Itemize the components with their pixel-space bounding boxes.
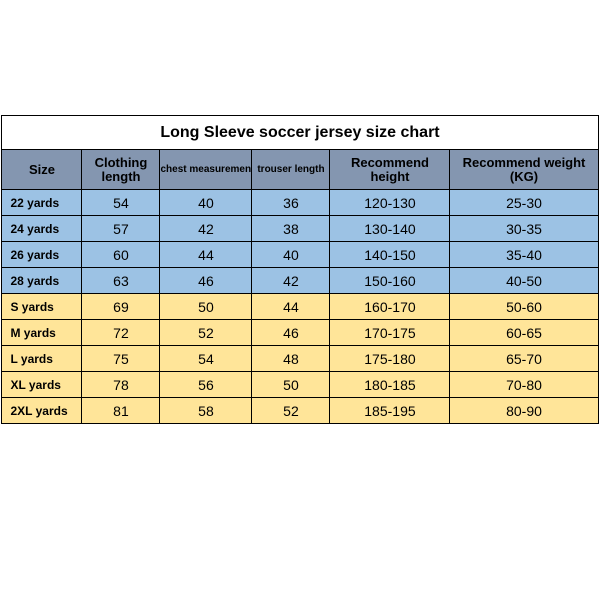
cell-rweight: 80-90	[450, 398, 598, 424]
header-size: Size	[2, 150, 82, 190]
cell-rheight: 180-185	[330, 372, 450, 398]
cell-rheight: 120-130	[330, 190, 450, 216]
size-cell: 26 yards	[2, 242, 82, 268]
cell-trouser: 50	[252, 372, 330, 398]
table-row: 22 yards544036120-13025-30	[2, 190, 598, 216]
cell-rweight: 60-65	[450, 320, 598, 346]
cell-cloth: 81	[82, 398, 160, 424]
cell-chest: 50	[160, 294, 252, 320]
table-row: 24 yards574238130-14030-35	[2, 216, 598, 242]
cell-chest: 54	[160, 346, 252, 372]
cell-cloth: 78	[82, 372, 160, 398]
cell-chest: 42	[160, 216, 252, 242]
size-cell: S yards	[2, 294, 82, 320]
cell-rheight: 170-175	[330, 320, 450, 346]
cell-rheight: 150-160	[330, 268, 450, 294]
cell-chest: 52	[160, 320, 252, 346]
table-row: L yards755448175-18065-70	[2, 346, 598, 372]
table-title: Long Sleeve soccer jersey size chart	[2, 116, 598, 150]
table-row: S yards695044160-17050-60	[2, 294, 598, 320]
cell-chest: 58	[160, 398, 252, 424]
cell-rweight: 25-30	[450, 190, 598, 216]
size-cell: 28 yards	[2, 268, 82, 294]
cell-chest: 44	[160, 242, 252, 268]
table-row: XL yards785650180-18570-80	[2, 372, 598, 398]
cell-cloth: 69	[82, 294, 160, 320]
cell-trouser: 52	[252, 398, 330, 424]
cell-rweight: 65-70	[450, 346, 598, 372]
cell-rheight: 175-180	[330, 346, 450, 372]
size-cell: XL yards	[2, 372, 82, 398]
size-chart-table: Long Sleeve soccer jersey size chart Siz…	[1, 115, 598, 424]
header-row: Size Clothing length chest measurement t…	[2, 150, 598, 190]
table-row: 26 yards604440140-15035-40	[2, 242, 598, 268]
cell-rweight: 40-50	[450, 268, 598, 294]
size-cell: 24 yards	[2, 216, 82, 242]
cell-trouser: 46	[252, 320, 330, 346]
cell-trouser: 42	[252, 268, 330, 294]
cell-cloth: 54	[82, 190, 160, 216]
cell-trouser: 44	[252, 294, 330, 320]
size-cell: 22 yards	[2, 190, 82, 216]
cell-rweight: 50-60	[450, 294, 598, 320]
cell-cloth: 72	[82, 320, 160, 346]
cell-rweight: 70-80	[450, 372, 598, 398]
cell-chest: 40	[160, 190, 252, 216]
table-row: 2XL yards815852185-19580-90	[2, 398, 598, 424]
cell-chest: 56	[160, 372, 252, 398]
table-title-text: Long Sleeve soccer jersey size chart	[160, 124, 439, 141]
cell-cloth: 75	[82, 346, 160, 372]
cell-trouser: 38	[252, 216, 330, 242]
cell-chest: 46	[160, 268, 252, 294]
header-rheight: Recommend height	[330, 150, 450, 190]
table-row: 28 yards634642150-16040-50	[2, 268, 598, 294]
cell-rheight: 140-150	[330, 242, 450, 268]
cell-rweight: 30-35	[450, 216, 598, 242]
cell-trouser: 36	[252, 190, 330, 216]
cell-trouser: 40	[252, 242, 330, 268]
cell-cloth: 57	[82, 216, 160, 242]
cell-cloth: 60	[82, 242, 160, 268]
cell-rheight: 130-140	[330, 216, 450, 242]
table-row: M yards725246170-17560-65	[2, 320, 598, 346]
size-cell: M yards	[2, 320, 82, 346]
cell-cloth: 63	[82, 268, 160, 294]
size-cell: L yards	[2, 346, 82, 372]
header-rweight: Recommend weight (KG)	[450, 150, 598, 190]
header-trouser: trouser length	[252, 150, 330, 190]
cell-rweight: 35-40	[450, 242, 598, 268]
cell-rheight: 160-170	[330, 294, 450, 320]
size-cell: 2XL yards	[2, 398, 82, 424]
cell-rheight: 185-195	[330, 398, 450, 424]
header-cloth: Clothing length	[82, 150, 160, 190]
cell-trouser: 48	[252, 346, 330, 372]
header-chest: chest measurement	[160, 150, 252, 190]
